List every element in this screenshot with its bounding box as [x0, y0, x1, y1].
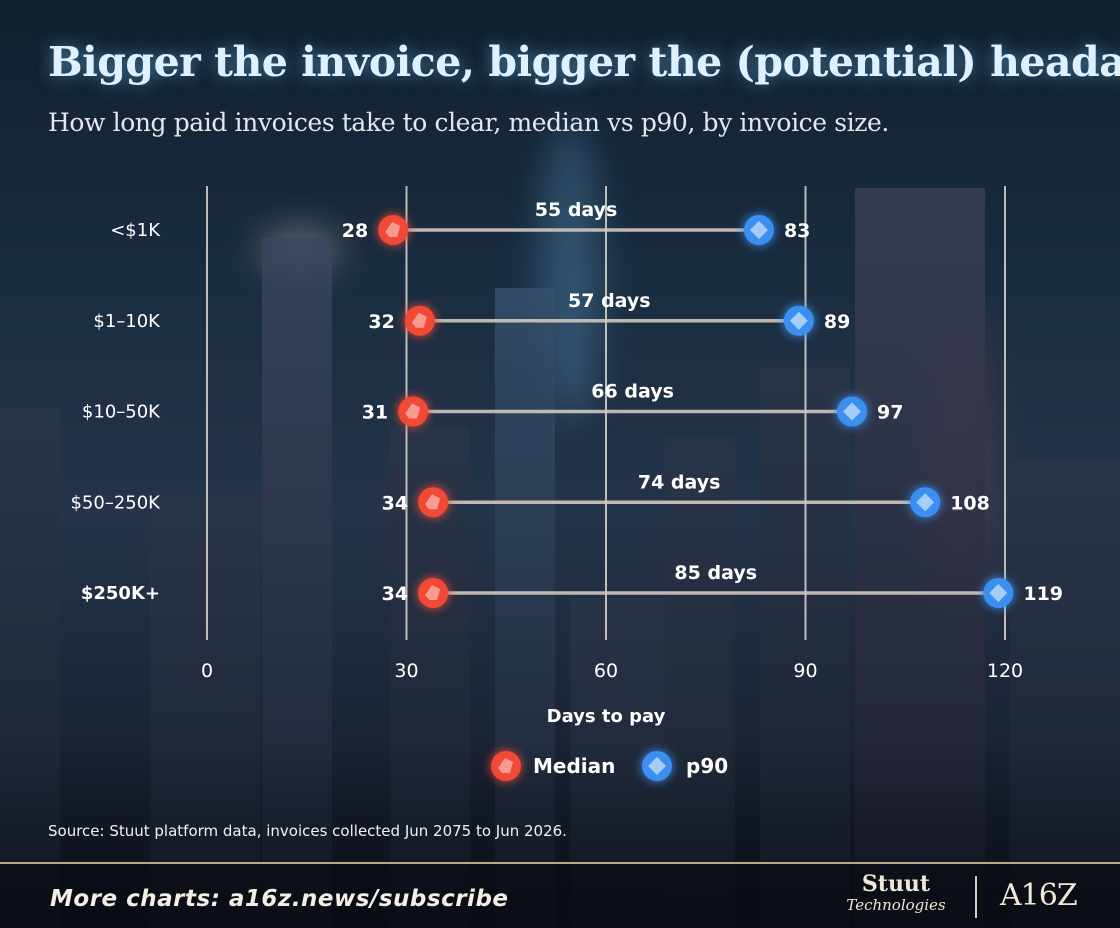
p90-value-label: 119 — [1023, 583, 1063, 605]
source-note: Source: Stuut platform data, invoices co… — [48, 822, 567, 840]
x-tick-label: 120 — [987, 660, 1023, 682]
legend-median-label: Median — [533, 754, 615, 778]
more-charts-link[interactable]: More charts: a16z.news/subscribe — [50, 886, 509, 912]
gap-label: 85 days — [674, 562, 757, 584]
category-label: <$1K — [110, 220, 161, 241]
p90-value-label: 89 — [824, 311, 850, 333]
median-point — [404, 305, 435, 336]
x-tick-label: 0 — [201, 660, 213, 682]
legend-median-swatch-facet — [498, 758, 513, 773]
category-label: $250K+ — [81, 583, 160, 604]
gap-label: 66 days — [591, 381, 674, 403]
category-label: $1–10K — [93, 311, 161, 332]
median-value-label: 31 — [362, 402, 388, 424]
gap-label: 57 days — [568, 290, 651, 312]
median-value-label: 28 — [342, 220, 368, 242]
p90-value-label: 108 — [950, 492, 990, 514]
median-point-facet — [411, 312, 427, 328]
a16z-logo: A16Z — [1000, 878, 1078, 913]
p90-point-facet — [789, 311, 808, 330]
chart-subtitle: How long paid invoices take to clear, me… — [48, 108, 889, 137]
page-title: Bigger the invoice, bigger the (potentia… — [48, 38, 1120, 86]
median-point — [398, 396, 429, 427]
stuut-logo-word: Stuut — [861, 871, 931, 897]
median-value-label: 34 — [382, 583, 408, 605]
category-label: $50–250K — [70, 492, 161, 513]
stuut-logo: Stuut Technologies — [836, 872, 956, 914]
gap-label: 74 days — [638, 471, 721, 493]
stuut-logo-tagline: Technologies — [846, 896, 946, 914]
footer-bar: More charts: a16z.news/subscribe Stuut T… — [0, 862, 1120, 928]
p90-value-label: 83 — [784, 220, 810, 242]
x-tick-label: 60 — [594, 660, 618, 682]
x-tick-label: 90 — [793, 660, 817, 682]
median-point — [418, 487, 449, 518]
logo-divider — [975, 876, 977, 918]
p90-value-label: 97 — [877, 402, 903, 424]
median-point-facet — [405, 403, 421, 419]
p90-point-facet — [843, 402, 862, 421]
category-label: $10–50K — [82, 402, 161, 423]
x-axis-title: Days to pay — [547, 706, 666, 727]
median-point-facet — [425, 494, 441, 510]
median-point — [378, 215, 409, 245]
median-value-label: 32 — [368, 311, 394, 333]
x-tick-label: 30 — [394, 660, 418, 682]
p90-point-facet — [749, 221, 768, 239]
dumbbell-chart: 0 30 60 90 120 Days to pay <$1K 55 days 28 83 $1–1… — [70, 186, 1063, 781]
legend-p90-label: p90 — [686, 754, 728, 778]
gap-label: 55 days — [535, 199, 618, 221]
median-value-label: 34 — [382, 492, 408, 514]
median-point-facet — [425, 585, 441, 600]
p90-point-facet — [916, 493, 935, 512]
median-point-facet — [385, 222, 401, 237]
legend-p90-swatch-facet — [648, 757, 666, 775]
legend-median-swatch — [491, 751, 521, 781]
median-point — [418, 578, 449, 608]
p90-point-facet — [989, 584, 1008, 602]
